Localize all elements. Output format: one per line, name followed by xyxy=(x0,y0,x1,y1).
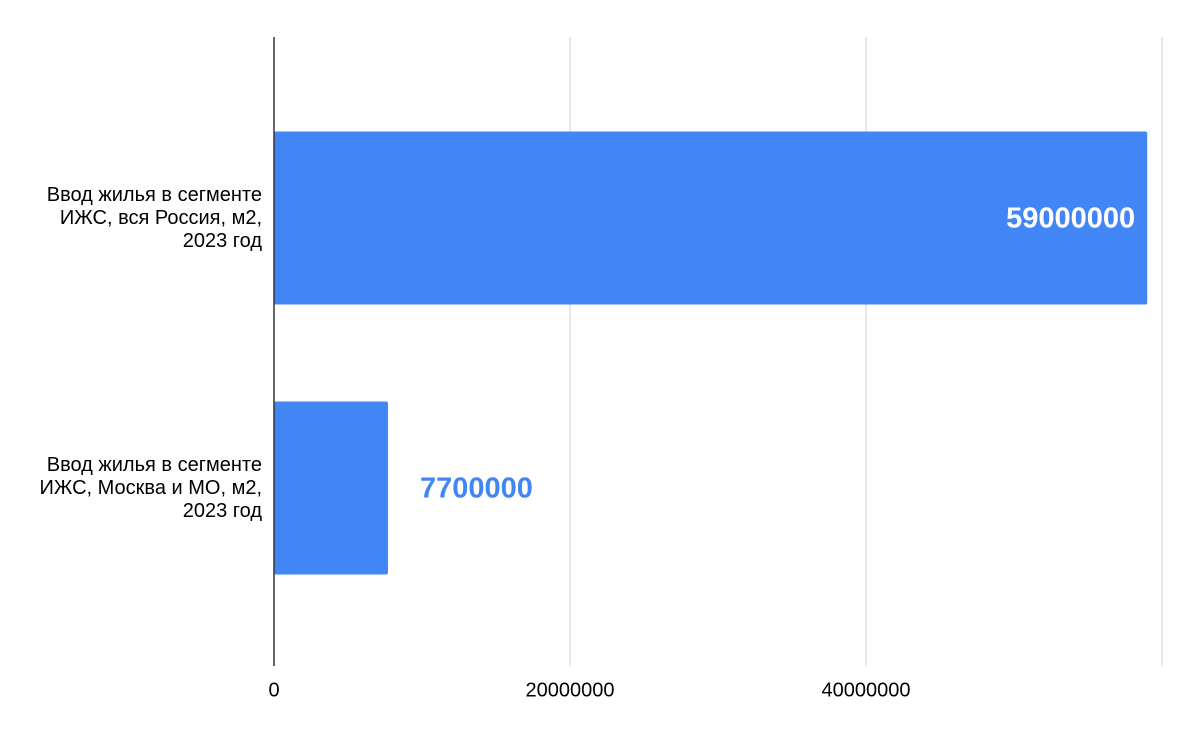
data-label: 7700000 xyxy=(420,473,533,505)
y-tick-label: Ввод жилья в сегменте ИЖС, вся Россия, м… xyxy=(46,183,262,252)
data-label: 59000000 xyxy=(1006,203,1135,235)
x-tick-label: 20000000 xyxy=(526,679,615,701)
y-tick-label: Ввод жилья в сегменте ИЖС, Москва и МО, … xyxy=(39,453,263,522)
x-tick-label: 0 xyxy=(268,679,279,701)
bar xyxy=(274,131,1148,305)
x-tick-label: 40000000 xyxy=(822,679,911,701)
bar xyxy=(274,401,388,575)
